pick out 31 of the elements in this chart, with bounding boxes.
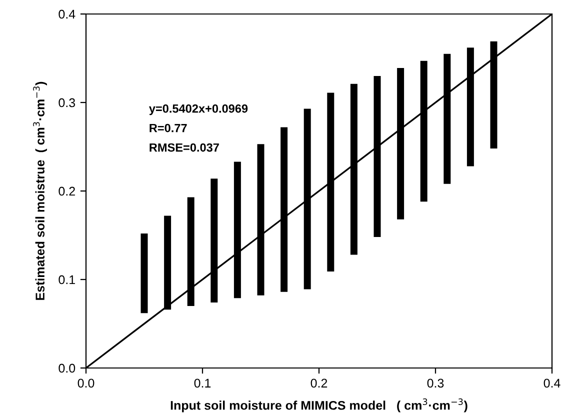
bar xyxy=(397,68,404,220)
x-tick-label: 0.4 xyxy=(544,378,560,388)
bar xyxy=(164,216,172,310)
x-axis-title: Input soil moisture of MIMICS model ( cm$^{3}$·cm$^{−3}$) xyxy=(170,398,468,412)
bar xyxy=(304,108,311,290)
y-tick-label: 0.4 xyxy=(58,10,76,19)
bar xyxy=(210,178,218,303)
bar xyxy=(466,48,474,166)
bar xyxy=(234,162,241,298)
y-tick-label: 0.3 xyxy=(58,98,76,108)
bar xyxy=(140,233,148,314)
bar xyxy=(444,54,451,184)
y-tick-label: 0.1 xyxy=(58,275,75,284)
x-tick-label: 0.3 xyxy=(427,378,444,388)
y-tick-label: 0.0 xyxy=(58,364,76,373)
x-tick-label: 0.2 xyxy=(310,378,328,388)
y-tick-label: 0.2 xyxy=(58,186,75,196)
annotation: RMSE=0.037 xyxy=(150,143,219,152)
annotation: y=0.5402x+0.0969 xyxy=(149,104,248,116)
bar xyxy=(350,84,358,255)
bar xyxy=(327,92,334,272)
bar xyxy=(280,127,288,292)
bar xyxy=(420,60,428,202)
bar xyxy=(490,41,498,149)
bar xyxy=(374,76,381,238)
y-axis-title: Estimated soil moistrue ( cm$^{3}$·cm$^{−3}$) xyxy=(33,82,47,300)
annotation: R=0.77 xyxy=(150,124,187,132)
bar xyxy=(257,144,264,296)
x-tick-label: 0.1 xyxy=(194,378,211,388)
x-tick-label: 0.0 xyxy=(78,378,94,388)
bar xyxy=(187,197,194,306)
